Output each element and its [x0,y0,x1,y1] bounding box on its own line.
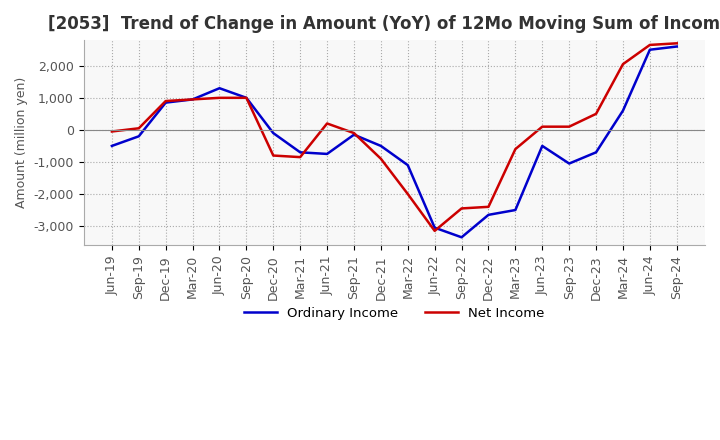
Line: Net Income: Net Income [112,43,677,231]
Net Income [484,204,492,209]
Net Income [538,124,546,129]
Ordinary Income [538,143,546,149]
Ordinary Income [431,225,439,230]
Ordinary Income [215,85,224,91]
Line: Ordinary Income: Ordinary Income [112,47,677,237]
Ordinary Income [484,212,492,217]
Net Income [296,154,305,160]
Net Income [161,99,170,104]
Ordinary Income [242,95,251,100]
Ordinary Income [161,100,170,105]
Ordinary Income [323,151,331,157]
Net Income [431,228,439,234]
Net Income [646,42,654,48]
Ordinary Income [107,143,116,149]
Net Income [242,95,251,100]
Net Income [269,153,278,158]
Net Income [107,129,116,134]
Ordinary Income [646,47,654,52]
Y-axis label: Amount (million yen): Amount (million yen) [15,77,28,208]
Ordinary Income [511,207,520,213]
Net Income [323,121,331,126]
Ordinary Income [350,132,359,137]
Net Income [350,130,359,136]
Ordinary Income [672,44,681,49]
Ordinary Income [565,161,574,166]
Ordinary Income [135,134,143,139]
Net Income [215,95,224,100]
Ordinary Income [377,143,385,149]
Net Income [618,62,627,67]
Ordinary Income [188,97,197,102]
Net Income [135,126,143,131]
Title: [2053]  Trend of Change in Amount (YoY) of 12Mo Moving Sum of Incomes: [2053] Trend of Change in Amount (YoY) o… [48,15,720,33]
Net Income [511,147,520,152]
Net Income [457,206,466,211]
Ordinary Income [592,150,600,155]
Net Income [403,191,412,197]
Net Income [565,124,574,129]
Net Income [188,97,197,102]
Net Income [592,111,600,117]
Legend: Ordinary Income, Net Income: Ordinary Income, Net Income [238,301,550,325]
Ordinary Income [457,235,466,240]
Ordinary Income [403,162,412,168]
Ordinary Income [296,150,305,155]
Ordinary Income [618,108,627,113]
Net Income [672,40,681,46]
Net Income [377,156,385,161]
Ordinary Income [269,130,278,136]
